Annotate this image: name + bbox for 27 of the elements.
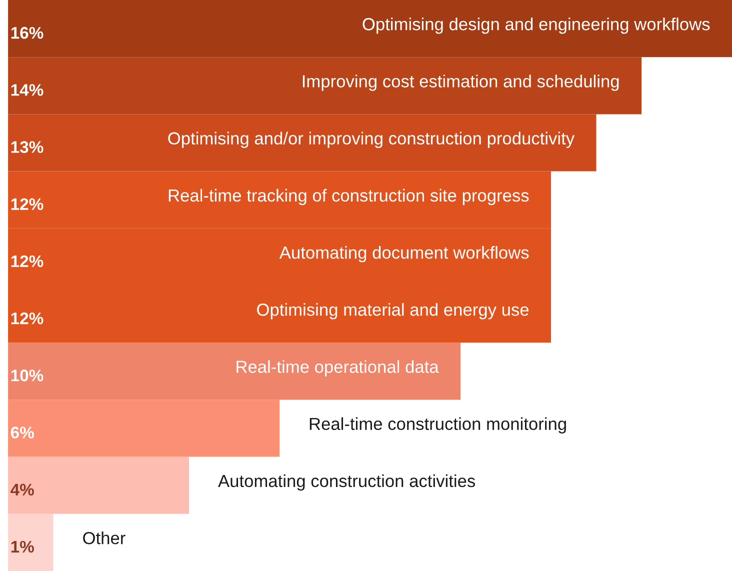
data-label: 1% xyxy=(11,540,34,553)
bar xyxy=(8,514,54,571)
bar xyxy=(8,114,596,172)
data-label: 12% xyxy=(11,255,44,268)
y-tick-label: Real-time operational data xyxy=(236,360,439,376)
data-label: 10% xyxy=(11,370,44,382)
y-tick-label: Real-time tracking of construction site progress xyxy=(168,188,529,206)
data-label: 12% xyxy=(11,198,44,210)
bar xyxy=(8,400,280,457)
data-label: 13% xyxy=(11,141,44,153)
data-label: 4% xyxy=(10,484,34,496)
y-tick-label: Optimising material and energy use xyxy=(257,303,529,320)
bar xyxy=(8,456,190,514)
bar xyxy=(8,0,732,58)
bar xyxy=(8,342,461,400)
data-label: 6% xyxy=(10,426,34,438)
y-tick-label: Automating construction activities xyxy=(218,474,476,491)
data-label: 16% xyxy=(11,26,44,39)
y-tick-label: Other xyxy=(83,532,126,544)
y-tick-label: Automating document workflows xyxy=(279,246,529,262)
data-label: 12% xyxy=(11,312,44,324)
y-tick-label: Improving cost estimation and scheduling xyxy=(302,74,619,91)
data-label: 14% xyxy=(11,84,44,96)
y-tick-label: Optimising and/or improving construction productivity xyxy=(168,132,575,148)
bar xyxy=(8,57,642,114)
y-tick-label: Real-time construction monitoring xyxy=(310,417,566,434)
y-tick-label: Optimising design and engineering workflows xyxy=(362,18,710,34)
